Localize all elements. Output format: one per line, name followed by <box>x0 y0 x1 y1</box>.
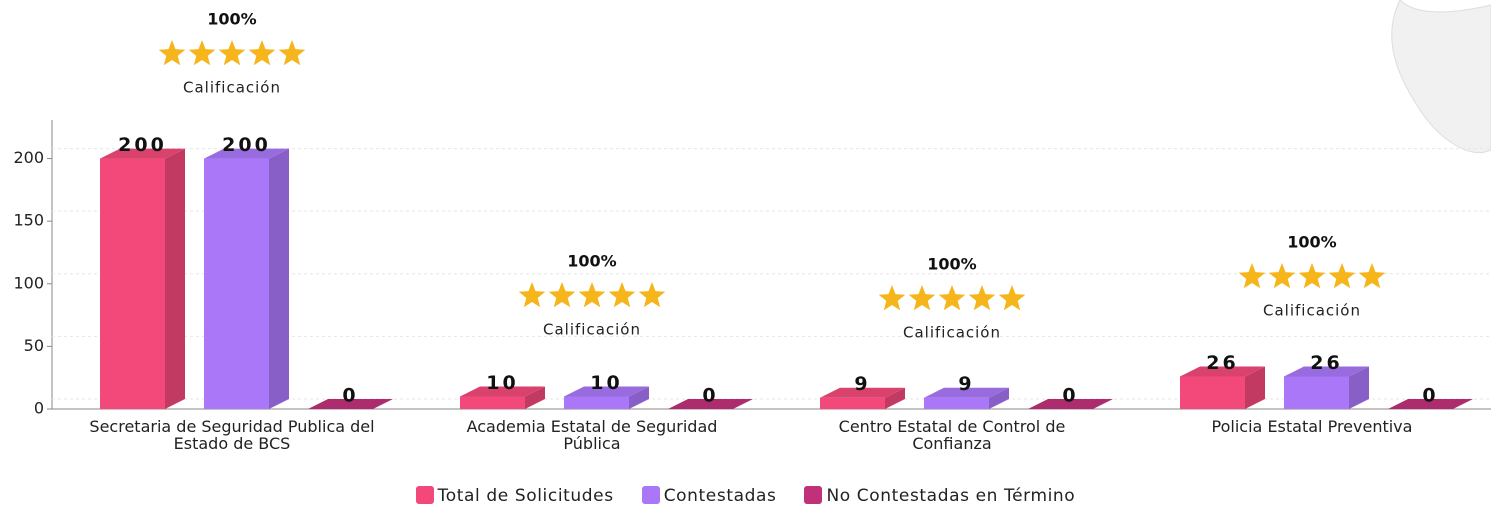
y-tick-label: 100 <box>13 273 44 292</box>
bar-front <box>564 396 629 409</box>
value-label: 0 <box>342 385 358 407</box>
rating-caption: Calificación <box>1263 302 1361 320</box>
value-label: 0 <box>702 385 718 407</box>
value-label: 26 <box>1310 352 1342 374</box>
x-tick-label: Academia Estatal de Seguridad Pública <box>442 418 742 452</box>
bar-front <box>100 159 165 409</box>
y-tick-label: 200 <box>13 148 44 167</box>
star-icon <box>909 285 936 310</box>
legend-swatch <box>642 486 660 504</box>
decorative-hand <box>1392 0 1491 153</box>
value-label: 0 <box>1422 385 1438 407</box>
y-tick-label: 150 <box>13 211 44 230</box>
legend-label: Total de Solicitudes <box>438 486 614 506</box>
rating-label: 100% <box>1287 233 1336 252</box>
y-tick-label: 0 <box>34 399 44 418</box>
bar-front <box>1284 376 1349 409</box>
bar-side <box>165 149 185 409</box>
legend: Total de Solicitudes Contestadas No Contes… <box>0 486 1491 506</box>
bar-front <box>460 396 525 409</box>
star-icon <box>279 40 306 65</box>
star-icon <box>549 282 576 307</box>
star-icon <box>969 285 996 310</box>
legend-label: Contestadas <box>664 486 777 506</box>
star-icon <box>609 282 636 307</box>
star-icon <box>1269 263 1296 288</box>
value-label: 10 <box>486 372 518 394</box>
value-label: 0 <box>1062 385 1078 407</box>
page: {"chart_data": {"type": "bar3d", "catego… <box>0 0 1491 508</box>
bar-side <box>269 149 289 409</box>
star-icon <box>999 285 1026 310</box>
value-label: 26 <box>1206 352 1238 374</box>
star-icon <box>159 40 186 65</box>
star-icon <box>219 40 246 65</box>
legend-swatch <box>804 486 822 504</box>
value-label: 200 <box>118 134 167 156</box>
star-icon <box>579 282 606 307</box>
legend-item: No Contestadas en Término <box>804 486 1075 506</box>
rating-caption: Calificación <box>543 321 641 339</box>
legend-item: Contestadas <box>642 486 777 506</box>
value-label: 200 <box>222 134 271 156</box>
star-icon <box>1299 263 1326 288</box>
bar-front <box>820 398 885 409</box>
value-label: 9 <box>958 373 974 395</box>
legend-swatch <box>416 486 434 504</box>
rating-caption: Calificación <box>183 79 281 97</box>
x-tick-label: Policia Estatal Preventiva <box>1162 418 1462 435</box>
x-tick-label: Secretaria de Seguridad Publica del Esta… <box>82 418 382 452</box>
star-icon <box>1359 263 1386 288</box>
star-icon <box>519 282 546 307</box>
value-label: 10 <box>590 372 622 394</box>
bar-front <box>1180 376 1245 409</box>
legend-label: No Contestadas en Término <box>826 486 1075 506</box>
value-label: 9 <box>854 373 870 395</box>
star-icon <box>249 40 276 65</box>
rating-label: 100% <box>927 255 976 274</box>
star-icon <box>879 285 906 310</box>
bar-front <box>204 159 269 409</box>
star-icon <box>939 285 966 310</box>
star-icon <box>189 40 216 65</box>
rating-label: 100% <box>207 10 256 29</box>
bar <box>100 149 185 409</box>
y-tick-label: 50 <box>24 336 44 355</box>
rating-label: 100% <box>567 252 616 271</box>
star-icon <box>1239 263 1266 288</box>
star-icon <box>639 282 666 307</box>
legend-item: Total de Solicitudes <box>416 486 614 506</box>
bar <box>204 149 289 409</box>
x-tick-label: Centro Estatal de Control de Confianza <box>802 418 1102 452</box>
bar-front <box>924 398 989 409</box>
star-icon <box>1329 263 1356 288</box>
rating-caption: Calificación <box>903 324 1001 342</box>
